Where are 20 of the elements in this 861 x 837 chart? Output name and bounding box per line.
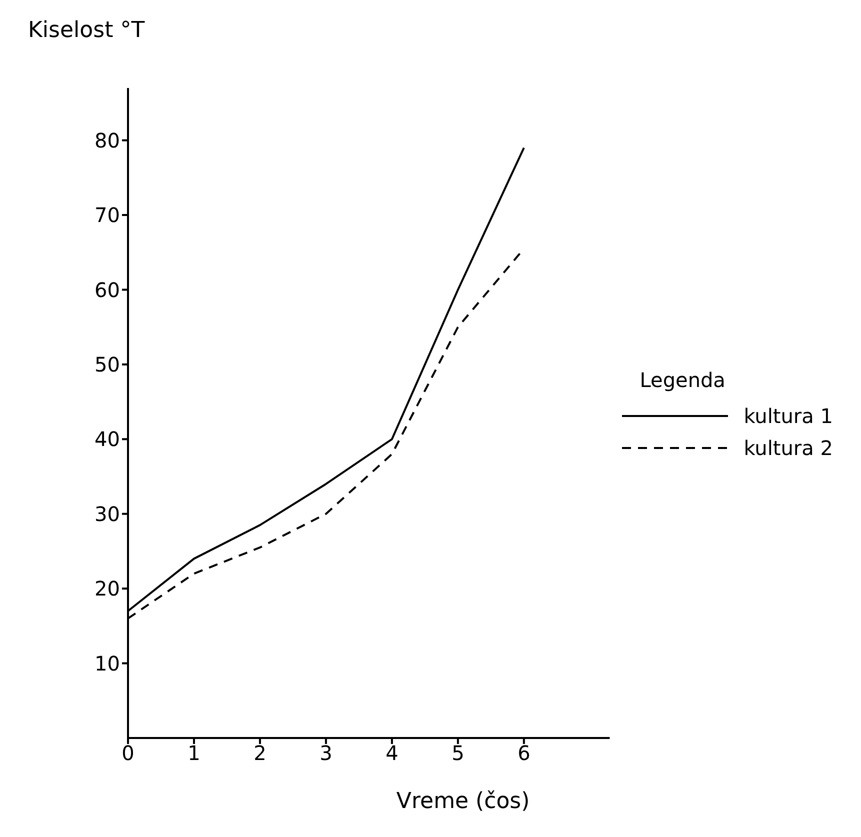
y-axis-title: Kiselost °T (28, 18, 146, 43)
x-tick-label: 1 (188, 741, 200, 766)
x-tick-label: 3 (320, 741, 332, 766)
x-tick-label: 2 (254, 741, 266, 766)
y-tick-label: 40 (94, 427, 120, 452)
y-tick-label: 30 (94, 502, 120, 526)
y-tick-label: 60 (94, 278, 120, 302)
y-tick-label: 50 (94, 352, 120, 377)
x-tick-label: 5 (452, 741, 464, 766)
x-tick-label: 4 (386, 741, 398, 766)
text: kultura 1 (744, 404, 833, 428)
x-axis-title: Vreme (čos) (396, 789, 530, 814)
legend-title: Legenda (640, 368, 726, 392)
x-tick-label: 0 (122, 741, 134, 766)
text: kultura 2 (744, 436, 833, 460)
x-tick-label: 6 (518, 741, 530, 766)
y-tick-label: 20 (94, 576, 120, 601)
y-tick-label: 80 (94, 128, 120, 152)
y-tick-label: 70 (94, 203, 120, 228)
y-tick-label: 10 (94, 651, 120, 676)
